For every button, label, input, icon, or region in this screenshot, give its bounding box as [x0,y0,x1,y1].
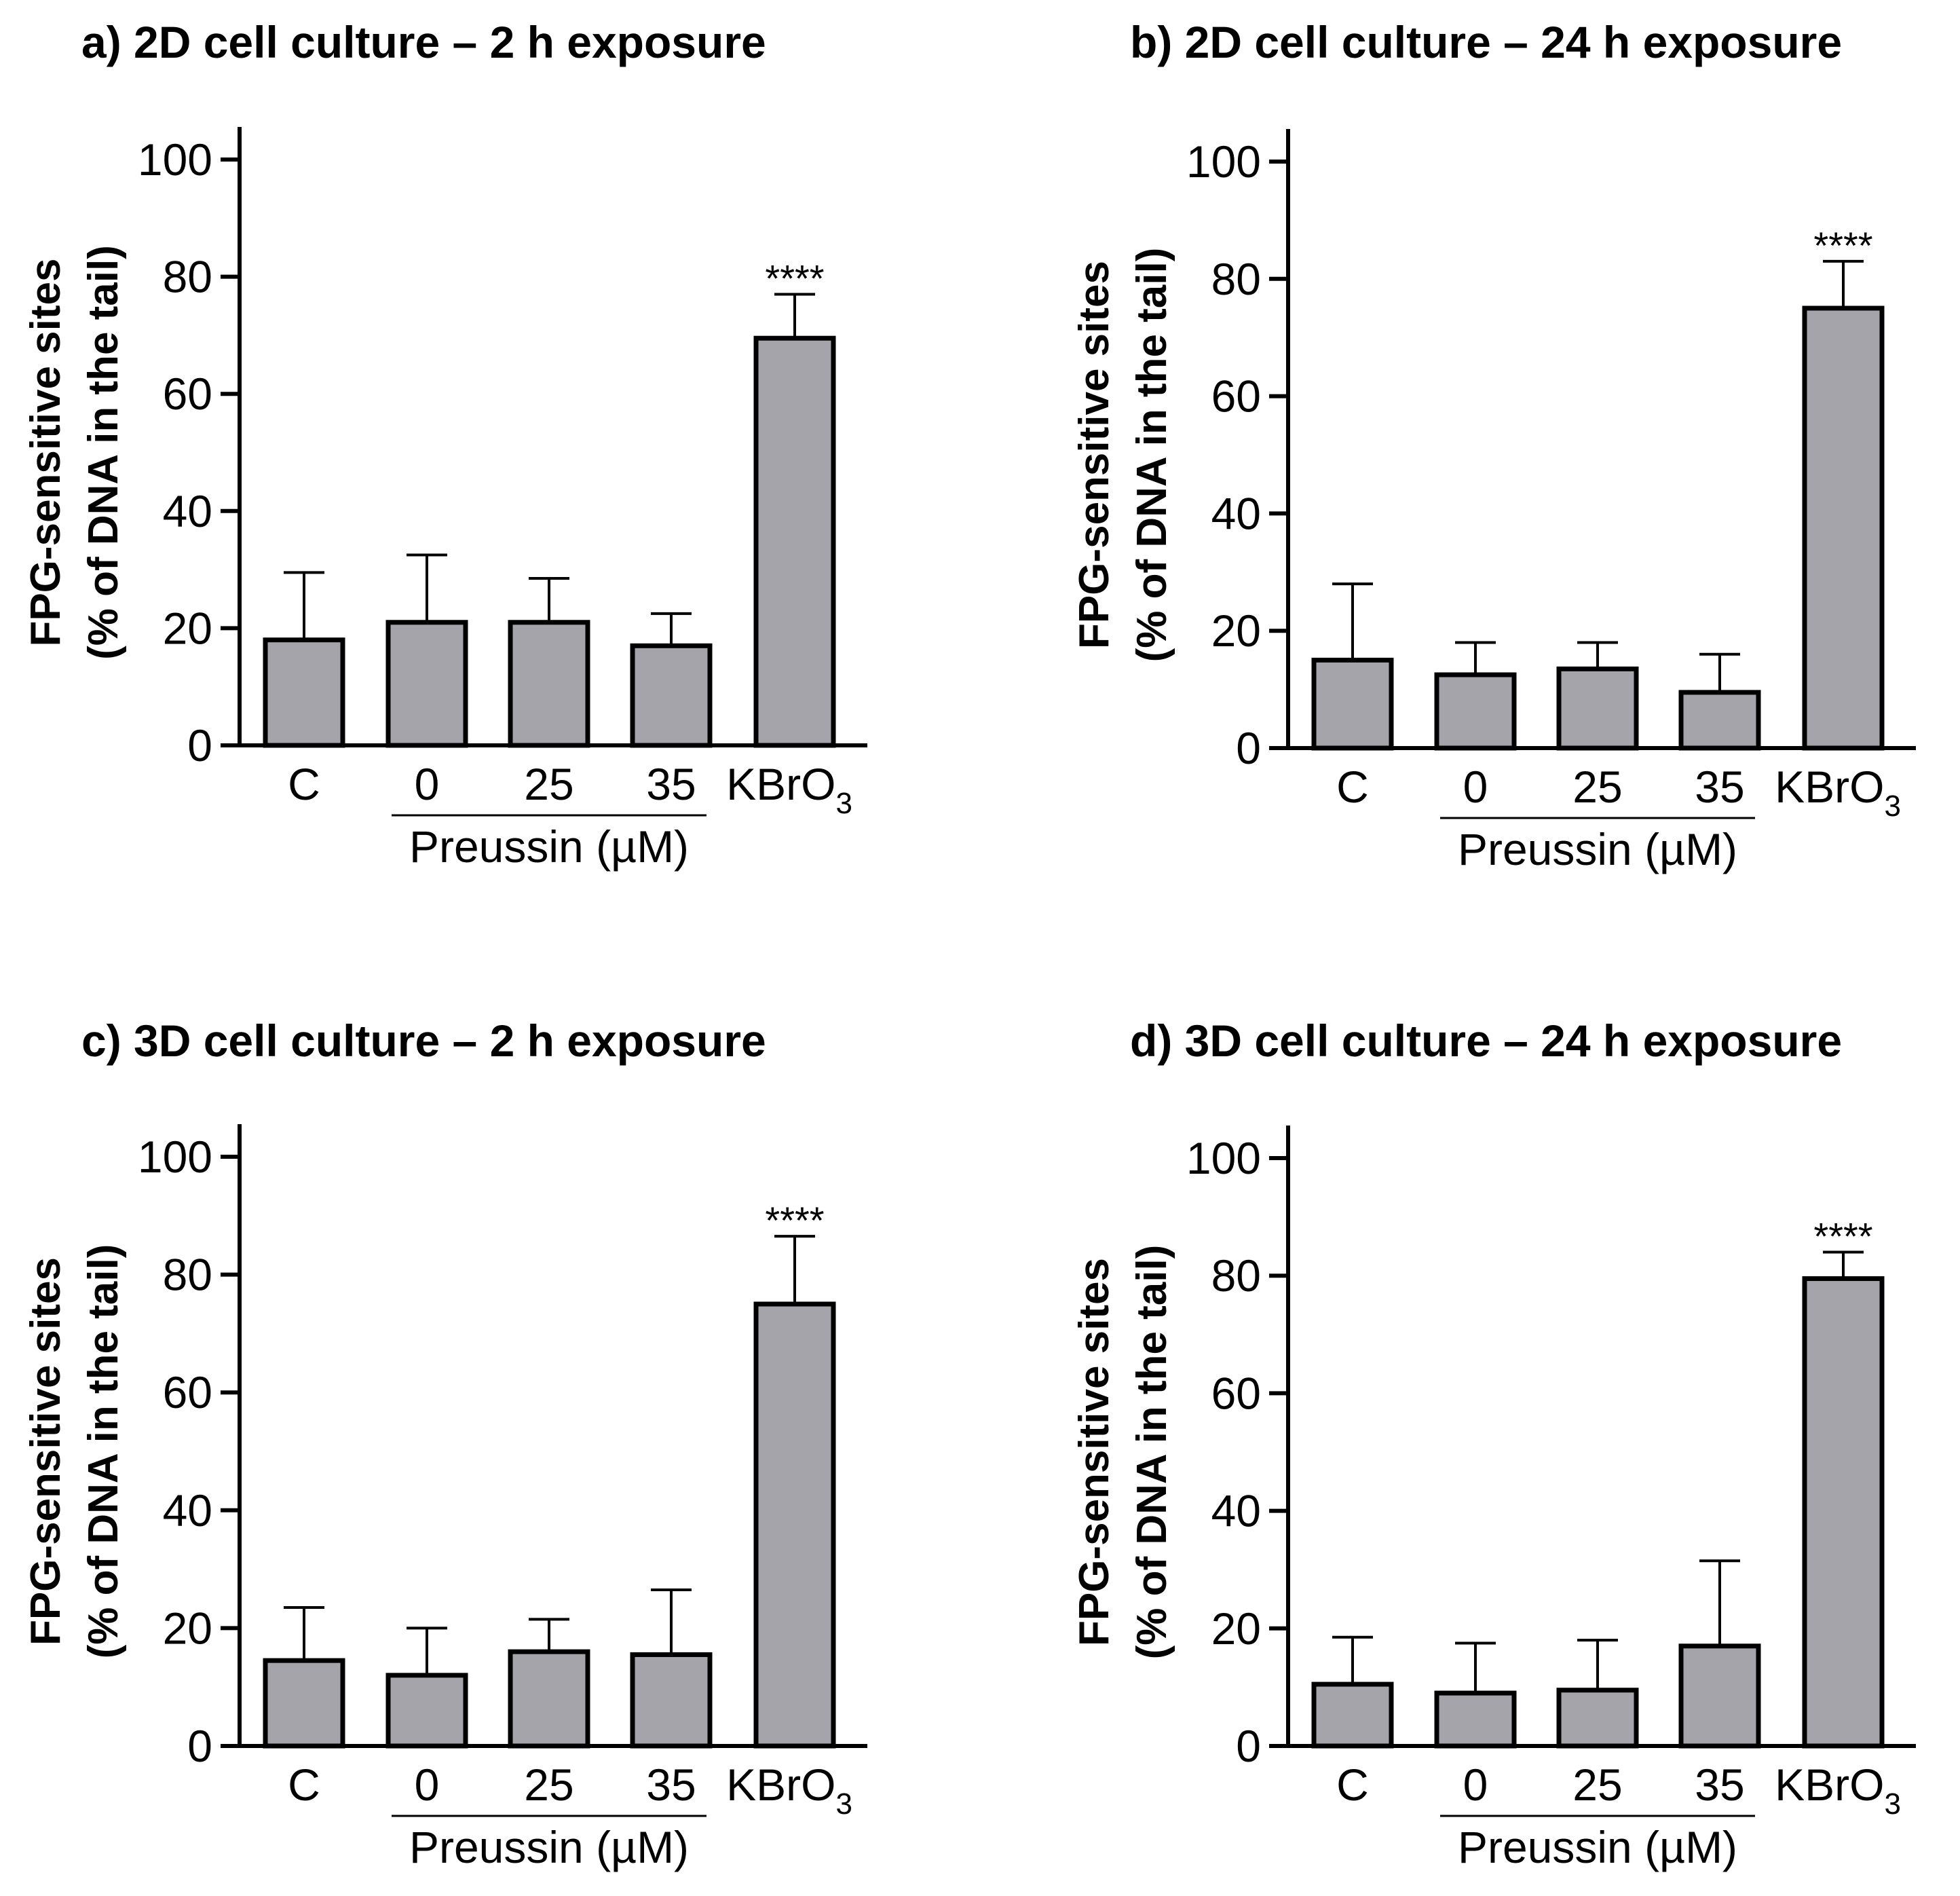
significance-marker: **** [1813,1215,1872,1258]
x-tick-label: C [1336,1760,1369,1810]
y-tick-label: 100 [1186,1133,1261,1183]
bar-kbro3 [753,335,836,748]
chart-title: a) 2D cell culture – 2 h exposure [81,17,766,67]
group-label: Preussin (µM) [409,1822,689,1872]
y-tick-label: 100 [138,134,212,185]
x-tick-label: 25 [1572,1760,1622,1810]
x-tick-label: 25 [524,759,573,809]
bar-25 [508,620,590,748]
y-tick-label: 40 [1211,1486,1261,1536]
bar-25 [1556,1688,1639,1749]
bar-0 [1434,672,1517,751]
y-tick-label: 60 [163,1367,212,1417]
bar-25 [1556,666,1639,751]
chart-panel-a: a) 2D cell culture – 2 h exposure FPG-sen… [22,17,867,872]
significance-marker: **** [765,257,824,299]
y-tick-label: 20 [163,1603,212,1653]
significance-marker: **** [765,1199,824,1242]
y-axis-label: (% of DNA in the tail) [1129,1245,1175,1660]
y-tick-label: 80 [1211,254,1261,304]
y-tick-label: 20 [1211,606,1261,656]
bar-c [1311,1681,1394,1749]
y-tick-label: 20 [163,603,212,653]
y-tick-label: 60 [1211,371,1261,422]
x-tick-label: 35 [1695,762,1744,812]
y-tick-label: 80 [163,252,212,302]
bar-kbro3 [1802,305,1885,751]
chart-title: c) 3D cell culture – 2 h exposure [81,1016,766,1066]
y-axis-label: FPG-sensitive sites [1071,1258,1118,1646]
y-axis-label: FPG-sensitive sites [22,258,69,646]
bar-c [263,637,345,748]
y-tick-label: 80 [1211,1250,1261,1301]
bar-0 [1434,1690,1517,1749]
y-axis-label: (% of DNA in the tail) [80,1244,127,1659]
bar-25 [508,1649,590,1749]
chart-panel-c: c) 3D cell culture – 2 h exposure FPG-sen… [22,1016,867,1872]
y-axis-label: FPG-sensitive sites [22,1257,69,1646]
bar-c [1311,657,1394,751]
significance-marker: **** [1813,224,1872,267]
y-tick-label: 0 [187,1721,212,1771]
y-tick-label: 0 [1236,723,1261,773]
bar-0 [385,1673,468,1749]
y-tick-label: 40 [163,486,212,536]
y-tick-label: 100 [1186,136,1261,187]
chart-title: b) 2D cell culture – 24 h exposure [1130,17,1842,67]
y-axis-label: (% of DNA in the tail) [1129,248,1175,663]
y-tick-label: 80 [163,1250,212,1300]
chart-title: d) 3D cell culture – 24 h exposure [1130,1016,1842,1066]
x-tick-label: KBrO3 [1775,762,1901,823]
x-tick-label: 25 [524,1760,573,1810]
x-tick-label: 35 [646,759,696,809]
y-tick-label: 20 [1211,1603,1261,1654]
x-tick-label: C [288,759,320,809]
x-tick-label: 0 [415,759,440,809]
x-tick-label: 0 [1463,1760,1488,1810]
y-tick-label: 40 [163,1485,212,1536]
group-label: Preussin (µM) [1458,1822,1737,1872]
chart-panel-d: d) 3D cell culture – 24 h exposure FPG-se… [1071,1016,1916,1872]
bar-35 [630,643,713,748]
group-label: Preussin (µM) [409,821,689,872]
bar-0 [385,620,468,748]
y-tick-label: 0 [1236,1721,1261,1771]
y-tick-label: 60 [163,369,212,419]
y-tick-label: 60 [1211,1368,1261,1418]
bar-kbro3 [1802,1276,1885,1749]
x-tick-label: 35 [646,1760,696,1810]
x-tick-label: 0 [1463,762,1488,812]
bar-35 [1678,690,1761,751]
bar-35 [1678,1643,1761,1749]
y-axis-label: FPG-sensitive sites [1071,261,1118,649]
group-label: Preussin (µM) [1458,824,1737,874]
x-tick-label: C [1336,762,1369,812]
bar-c [263,1658,345,1749]
x-tick-label: KBrO3 [726,759,852,820]
x-tick-label: 25 [1572,762,1622,812]
x-tick-label: C [288,1760,320,1810]
x-tick-label: KBrO3 [726,1760,852,1821]
x-tick-label: KBrO3 [1775,1760,1901,1821]
y-tick-label: 0 [187,720,212,770]
bar-35 [630,1652,713,1749]
chart-panel-b: b) 2D cell culture – 24 h exposure FPG-se… [1071,17,1916,874]
y-tick-label: 100 [138,1132,212,1182]
x-tick-label: 0 [415,1760,440,1810]
bar-kbro3 [753,1301,836,1749]
y-axis-label: (% of DNA in the tail) [80,245,127,660]
y-tick-label: 40 [1211,488,1261,538]
x-tick-label: 35 [1695,1760,1744,1810]
